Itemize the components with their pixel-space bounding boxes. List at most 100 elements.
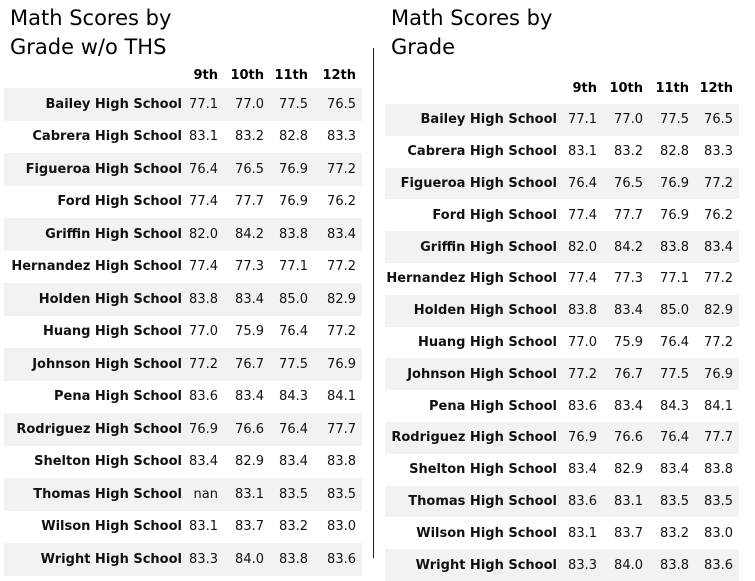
table-row: Huang High School 77.0 75.9 76.4 77.2 [385, 326, 739, 359]
table-row: Pena High School 83.6 83.4 84.3 84.1 [385, 390, 739, 422]
column-header: 9th [572, 81, 597, 96]
school-name: Bailey High School [385, 104, 563, 136]
index-header [4, 62, 188, 88]
score-cell: 83.8 [270, 543, 314, 576]
score-cell: 76.9 [649, 199, 695, 232]
school-name: Cabrera High School [4, 120, 188, 153]
school-name: Johnson High School [4, 348, 188, 381]
score-cell: 76.6 [603, 421, 649, 454]
school-name: Griffin High School [4, 218, 188, 251]
school-name: Hernandez High School [385, 262, 563, 295]
score-cell: 84.0 [603, 549, 649, 581]
table-row: Thomas High School 83.6 83.1 83.5 83.5 [385, 485, 739, 518]
score-cell: 76.6 [224, 413, 270, 446]
table-row: Figueroa High School 76.4 76.5 76.9 77.2 [385, 167, 739, 200]
score-cell: 76.7 [603, 358, 649, 391]
table-row: Johnson High School 77.2 76.7 77.5 76.9 [385, 358, 739, 391]
score-cell: 83.3 [188, 543, 224, 576]
score-cell: 77.2 [563, 358, 603, 391]
school-name: Ford High School [385, 199, 563, 232]
score-cell: 76.9 [695, 358, 739, 391]
score-cell: 77.0 [563, 326, 603, 359]
school-name: Pena High School [385, 390, 563, 422]
score-cell: 85.0 [270, 283, 314, 316]
score-cell: 83.2 [603, 135, 649, 168]
score-cell: 77.7 [603, 199, 649, 232]
school-name: Wilson High School [385, 517, 563, 550]
panel-divider [373, 48, 374, 558]
school-name: Johnson High School [385, 358, 563, 391]
score-cell: 83.0 [314, 510, 362, 543]
score-cell: 83.1 [224, 478, 270, 511]
table-row: Griffin High School 82.0 84.2 83.8 83.4 [4, 218, 362, 251]
score-cell: 83.4 [695, 231, 739, 263]
score-cell: 84.3 [649, 390, 695, 422]
score-cell: 84.3 [270, 380, 314, 413]
column-header: 10th [230, 67, 264, 83]
score-cell: 77.2 [314, 250, 362, 283]
score-cell: 76.7 [224, 348, 270, 381]
score-cell: 83.1 [563, 517, 603, 550]
score-cell: 83.4 [224, 380, 270, 413]
score-cell: 83.4 [563, 453, 603, 486]
score-cell: 83.4 [603, 294, 649, 327]
index-header [385, 62, 563, 104]
score-cell: 77.2 [188, 348, 224, 381]
score-cell: 77.0 [603, 104, 649, 136]
table-row: Bailey High School 77.1 77.0 77.5 76.5 [385, 104, 739, 136]
score-cell: 83.7 [224, 510, 270, 543]
score-cell: 76.5 [603, 167, 649, 200]
score-cell: 76.4 [270, 413, 314, 446]
school-name: Wright High School [4, 543, 188, 576]
score-cell: 77.2 [314, 153, 362, 186]
score-cell: 83.2 [270, 510, 314, 543]
score-cell: 77.2 [695, 262, 739, 295]
score-cell: 83.2 [649, 517, 695, 550]
school-name: Rodriguez High School [385, 421, 563, 454]
table-row: Holden High School 83.8 83.4 85.0 82.9 [4, 283, 362, 316]
school-name: Shelton High School [4, 445, 188, 478]
table-row: Cabrera High School 83.1 83.2 82.8 83.3 [4, 120, 362, 153]
score-cell: 77.7 [695, 421, 739, 454]
score-cell: 76.5 [314, 88, 362, 121]
score-cell: 83.0 [695, 517, 739, 550]
table-row: Rodriguez High School 76.9 76.6 76.4 77.7 [4, 413, 362, 446]
score-cell: 77.1 [270, 250, 314, 283]
right-table-body: Bailey High School 77.1 77.0 77.5 76.5 Cabrer… [385, 104, 739, 581]
score-cell: 77.1 [563, 104, 603, 136]
score-cell: 83.1 [563, 135, 603, 168]
score-cell: 83.5 [649, 485, 695, 518]
school-name: Ford High School [4, 185, 188, 218]
score-cell: 75.9 [224, 315, 270, 348]
score-cell: 77.3 [224, 250, 270, 283]
school-name: Bailey High School [4, 88, 188, 121]
score-cell: 83.5 [270, 478, 314, 511]
table-row: Shelton High School 83.4 82.9 83.4 83.8 [385, 453, 739, 486]
score-cell: nan [188, 478, 224, 511]
score-cell: 76.9 [270, 153, 314, 186]
school-name: Holden High School [385, 294, 563, 327]
school-name: Figueroa High School [4, 153, 188, 186]
score-cell: 82.9 [695, 294, 739, 327]
score-cell: 83.6 [314, 543, 362, 576]
score-cell: 83.7 [603, 517, 649, 550]
score-cell: 76.9 [270, 185, 314, 218]
score-cell: 83.8 [270, 218, 314, 251]
table-row: Figueroa High School 76.4 76.5 76.9 77.2 [4, 153, 362, 186]
score-cell: 83.2 [224, 120, 270, 153]
score-cell: 84.2 [603, 231, 649, 263]
score-cell: 77.3 [603, 262, 649, 295]
score-cell: 76.2 [695, 199, 739, 232]
score-cell: 83.4 [224, 283, 270, 316]
table-row: Bailey High School 77.1 77.0 77.5 76.5 [4, 88, 362, 121]
score-cell: 77.5 [270, 348, 314, 381]
school-name: Rodriguez High School [4, 413, 188, 446]
score-cell: 77.4 [188, 185, 224, 218]
right-scores-table: 9th 10th 11th 12th Bailey High School 77.… [385, 62, 739, 581]
school-name: Holden High School [4, 283, 188, 316]
score-cell: 77.7 [314, 413, 362, 446]
score-cell: 76.4 [270, 315, 314, 348]
score-cell: 83.8 [649, 549, 695, 581]
table-row: Johnson High School 77.2 76.7 77.5 76.9 [4, 348, 362, 381]
score-cell: 77.7 [224, 185, 270, 218]
